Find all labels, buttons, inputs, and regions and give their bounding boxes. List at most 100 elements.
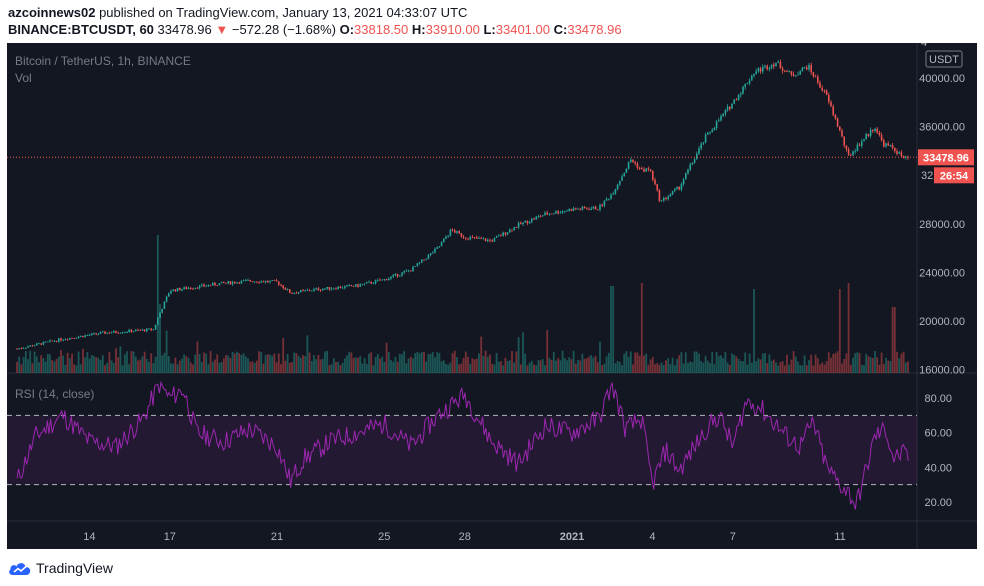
candle-body: [130, 329, 133, 332]
candle-body: [482, 238, 485, 240]
candle-body: [443, 238, 445, 243]
volume-bar: [689, 361, 692, 373]
author-name[interactable]: azcoinnews02: [8, 5, 96, 20]
volume-bar: [673, 365, 676, 373]
volume-bar: [667, 358, 670, 373]
volume-bar: [99, 359, 102, 373]
volume-bar: [891, 307, 894, 373]
candle-body: [454, 230, 456, 233]
candle-body: [225, 282, 227, 284]
volume-bar: [350, 352, 353, 373]
volume-bar: [629, 351, 632, 373]
volume-bar: [31, 363, 34, 373]
volume-bar: [502, 365, 505, 373]
candle-body: [792, 74, 795, 77]
candle-body: [324, 288, 326, 290]
candle-body: [97, 333, 100, 335]
volume-bar: [607, 352, 610, 373]
candle-body: [905, 156, 907, 158]
candle-body: [645, 168, 647, 172]
low-label: L:: [483, 22, 496, 37]
candle-body: [363, 283, 366, 285]
volume-bar: [812, 365, 815, 373]
volume-bar: [20, 364, 23, 373]
candle-body: [192, 288, 194, 290]
candle-body: [416, 263, 419, 267]
volume-bar: [376, 353, 379, 373]
chart-area[interactable]: 33478.96 26:54 40000.00 36000.00 28000.00 240…: [7, 43, 977, 549]
volume-bar: [379, 358, 381, 373]
volume-bar: [764, 353, 766, 373]
candle-body: [253, 281, 256, 283]
candle-body: [355, 284, 357, 287]
volume-bar: [893, 307, 896, 373]
candle-body: [176, 287, 179, 292]
volume-bar: [489, 354, 491, 373]
volume-bar: [27, 359, 29, 373]
volume-bar: [247, 358, 249, 373]
volume-bar: [713, 364, 716, 373]
volume-bar: [493, 364, 496, 373]
candle-body: [652, 170, 654, 180]
volume-bar: [275, 362, 278, 373]
candle-body: [295, 292, 298, 294]
volume-bar: [896, 351, 898, 373]
volume-bar: [583, 358, 586, 373]
volume-bar: [766, 363, 769, 373]
volume-bar: [805, 365, 808, 373]
volume-bar: [24, 350, 27, 373]
volume-bar: [621, 365, 623, 373]
tradingview-logo[interactable]: TradingView: [8, 560, 113, 576]
candle-body: [748, 80, 751, 84]
candle-body: [348, 285, 350, 286]
candle-body: [432, 252, 434, 254]
candle-body: [115, 331, 117, 333]
candle-body: [27, 346, 29, 348]
volume-bar: [22, 357, 25, 373]
volume-bar: [616, 360, 619, 373]
volume-bar: [808, 360, 810, 373]
candle-body: [702, 142, 705, 144]
volume-bar: [647, 364, 650, 373]
candle-body: [733, 99, 735, 104]
candle-body: [682, 179, 685, 185]
candle-body: [630, 159, 632, 163]
currency-badge[interactable]: [925, 50, 963, 68]
volume-bar: [73, 364, 76, 373]
candle-body: [526, 220, 529, 224]
candle-body: [698, 148, 700, 154]
volume-bar: [847, 283, 850, 373]
volume-bar: [130, 351, 133, 373]
volume-bar: [843, 359, 846, 373]
volume-bar: [33, 351, 36, 373]
volume-bar: [469, 363, 472, 373]
candle-body: [139, 329, 141, 331]
candle-body: [117, 332, 119, 334]
candle-body: [322, 289, 324, 291]
volume-bar: [205, 353, 208, 373]
chart-canvas[interactable]: 33478.96 26:54 40000.00 36000.00 28000.00 240…: [7, 43, 977, 549]
candle-body: [592, 206, 595, 209]
candle-body: [333, 288, 335, 290]
volume-bar: [726, 362, 729, 373]
volume-bar: [577, 359, 579, 373]
volume-bar: [339, 365, 342, 373]
volume-bar: [44, 361, 47, 373]
volume-bar: [231, 352, 234, 373]
volume-bar: [374, 356, 377, 373]
volume-bar: [786, 354, 788, 373]
volume-bar: [291, 362, 293, 373]
candle-body: [181, 289, 183, 291]
candle-body: [579, 208, 581, 210]
volume-bar: [165, 330, 168, 373]
volume-bar: [227, 355, 230, 373]
volume-bar: [704, 355, 707, 373]
volume-bar: [825, 361, 828, 373]
time-tick-label: 17: [164, 531, 176, 543]
candle-body: [75, 338, 78, 339]
volume-bar: [845, 353, 848, 373]
volume-bar: [706, 360, 709, 373]
volume-bar: [383, 361, 386, 373]
candle-body: [839, 126, 841, 131]
candle-body: [275, 280, 278, 282]
